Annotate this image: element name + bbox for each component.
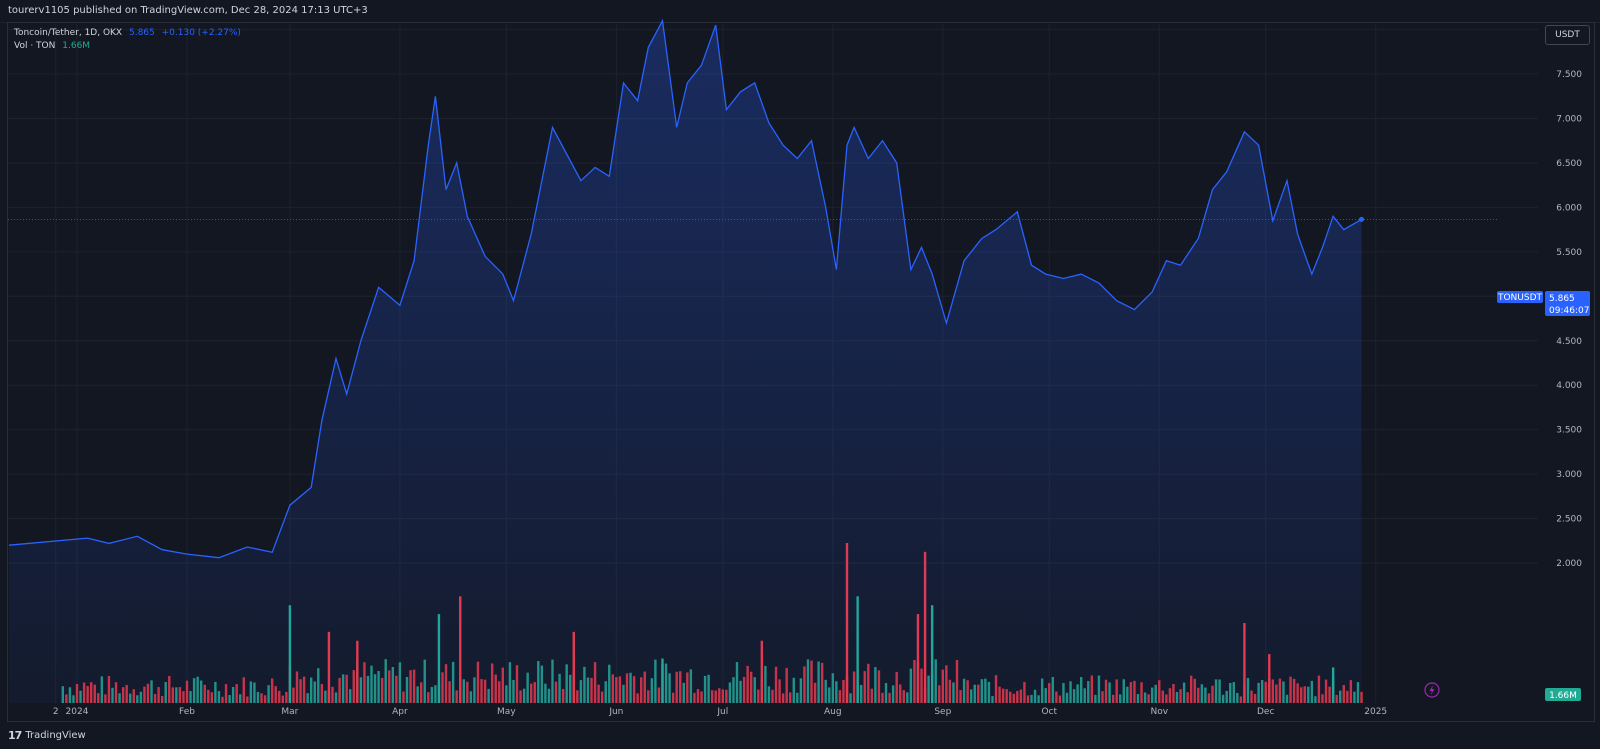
price-line bbox=[8, 18, 1362, 559]
price-tag-value: 5.865 bbox=[1549, 294, 1575, 304]
volume-tag: 1.66M bbox=[1545, 688, 1581, 701]
publish-info: tourerv1105 published on TradingView.com… bbox=[8, 5, 368, 16]
volume-bar bbox=[1360, 691, 1363, 703]
y-tick-label: 3.500 bbox=[1556, 426, 1582, 436]
legend-volume-value: 1.66M bbox=[62, 41, 91, 51]
legend-change: +0.130 (+2.27%) bbox=[161, 28, 241, 38]
x-tick-label: Jul bbox=[716, 707, 728, 717]
price-axis[interactable]: 2.0002.5003.0003.5004.0004.5005.0005.500… bbox=[1556, 0, 1582, 569]
y-tick-label: 5.500 bbox=[1556, 248, 1582, 258]
volume-tag-value: 1.66M bbox=[1549, 691, 1577, 701]
x-tick-label: May bbox=[497, 707, 516, 717]
lightning-icon[interactable] bbox=[1424, 682, 1440, 698]
y-tick-label: 7.000 bbox=[1556, 115, 1582, 125]
legend-price: 5.865 bbox=[128, 28, 155, 38]
x-tick-label: Dec bbox=[1257, 707, 1274, 717]
x-tick-label: Mar bbox=[281, 707, 298, 717]
x-tick-label: Sep bbox=[934, 707, 951, 717]
x-tick-label: Nov bbox=[1150, 707, 1168, 717]
legend-symbol[interactable]: Toncoin/Tether, 1D, OKX bbox=[14, 28, 123, 38]
legend-volume-label[interactable]: Vol · TON bbox=[14, 41, 56, 51]
x-tick-label: Jun bbox=[608, 707, 623, 717]
footer: 17 TradingView bbox=[8, 729, 86, 742]
footer-brand: TradingView bbox=[25, 730, 86, 741]
price-tag-bg bbox=[1545, 291, 1590, 316]
y-tick-label: 4.500 bbox=[1556, 337, 1582, 347]
x-tick-label: Apr bbox=[392, 707, 408, 717]
y-tick-label: 3.000 bbox=[1556, 470, 1582, 480]
y-tick-label: 4.000 bbox=[1556, 381, 1582, 391]
volume-tag-bg bbox=[1545, 688, 1581, 701]
currency-button[interactable]: USDT bbox=[1545, 25, 1590, 45]
time-axis[interactable]: 2 2024 Feb Mar Apr May Jun Jul Aug Sep Oct Nov Dec 20… bbox=[53, 707, 1387, 717]
chart-frame bbox=[7, 22, 1595, 722]
y-tick-label: 6.000 bbox=[1556, 203, 1582, 213]
last-price-dot bbox=[1359, 216, 1365, 222]
price-tag-symbol-bg bbox=[1497, 291, 1543, 303]
y-tick-label: 6.500 bbox=[1556, 159, 1582, 169]
y-tick-label: 2.500 bbox=[1556, 515, 1582, 525]
x-tick-label: Aug bbox=[824, 707, 842, 717]
price-tag: TONUSDT 5.865 09:46:07 bbox=[1497, 291, 1590, 316]
price-tag-countdown: 09:46:07 bbox=[1549, 306, 1589, 316]
x-tick-label: Feb bbox=[179, 707, 195, 717]
price-area-fill bbox=[9, 20, 1362, 703]
x-tick-label: Oct bbox=[1041, 707, 1057, 717]
y-tick-label: 7.500 bbox=[1556, 70, 1582, 80]
tradingview-logo-icon: 17 bbox=[8, 729, 22, 742]
y-tick-label: 2.000 bbox=[1556, 559, 1582, 569]
price-tag-symbol: TONUSDT bbox=[1497, 293, 1543, 303]
x-tick-label: 2 bbox=[53, 707, 59, 717]
x-tick-label: 2024 bbox=[66, 707, 89, 717]
chart-legend: Toncoin/Tether, 1D, OKX 5.865 +0.130 (+2… bbox=[14, 27, 241, 53]
lightning-button[interactable] bbox=[1424, 682, 1440, 698]
x-tick-label: 2025 bbox=[1364, 707, 1387, 717]
